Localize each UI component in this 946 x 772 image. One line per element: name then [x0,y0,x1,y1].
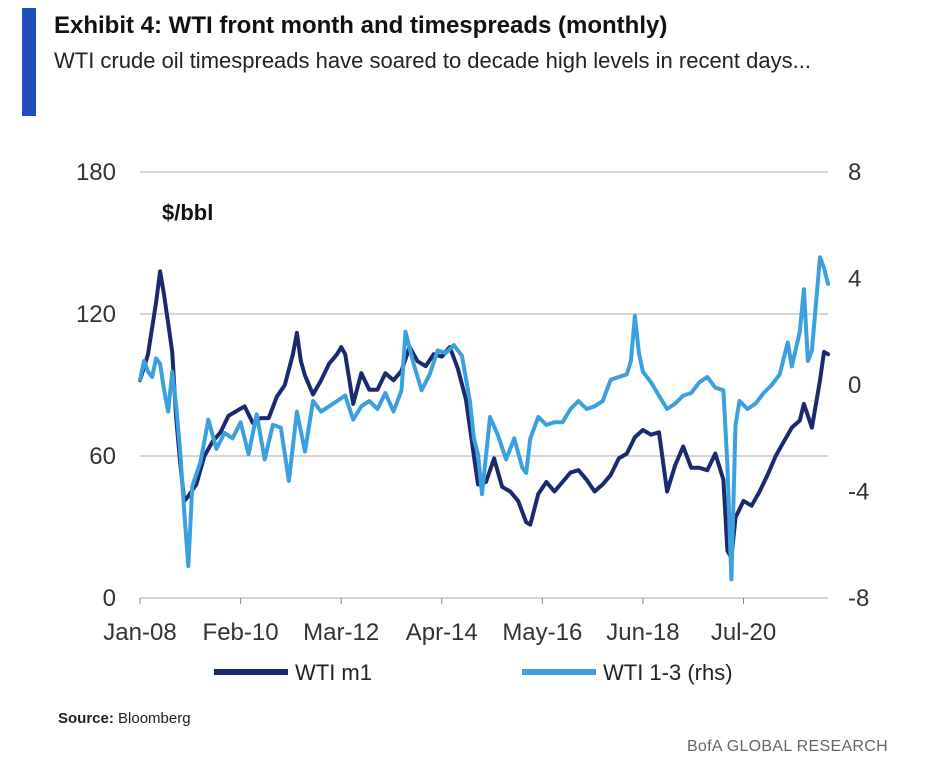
legend-label-spread: WTI 1-3 (rhs) [603,660,733,685]
source-value: Bloomberg [118,710,191,727]
right-tick-label: -4 [848,479,869,506]
x-tick-label: Apr-14 [406,619,478,646]
right-tick-label: 8 [848,159,861,186]
left-tick-label: 120 [76,301,116,328]
x-tick-label: Jul-20 [711,619,776,646]
right-tick-label: 0 [848,372,861,399]
accent-bar [22,8,36,116]
right-tick-label: 4 [848,266,861,293]
x-tick-label: Jan-08 [103,619,176,646]
chart: 0 60 120 180 -8 -4 0 4 8 Jan-08 Feb-10 Mar-12 Apr-… [76,159,869,685]
legend-label-m1: WTI m1 [295,660,372,685]
legend: WTI m1 WTI 1-3 (rhs) [214,660,733,685]
right-axis: -8 -4 0 4 8 [848,159,869,612]
x-axis: Jan-08 Feb-10 Mar-12 Apr-14 May-16 Jun-18 Jul-… [103,598,776,646]
left-axis: 0 60 120 180 [76,159,116,612]
x-tick-label: May-16 [502,619,582,646]
series-line-wti-1-3 [138,255,830,582]
unit-label: $/bbl [162,200,213,225]
left-tick-label: 60 [89,443,116,470]
left-tick-label: 0 [103,585,116,612]
x-tick-label: Feb-10 [203,619,279,646]
source-note: Source: Bloomberg [58,710,191,727]
chart-title: Exhibit 4: WTI front month and timesprea… [54,12,668,39]
x-tick-label: Jun-18 [606,619,679,646]
left-tick-label: 180 [76,159,116,186]
right-tick-label: -8 [848,585,869,612]
brand-footer: BofA GLOBAL RESEARCH [686,738,888,755]
plot-area [138,255,830,582]
series-line-wti-m1 [138,269,830,560]
chart-subtitle: WTI crude oil timespreads have soared to… [54,48,811,73]
source-label: Source: [58,710,114,727]
x-tick-label: Mar-12 [303,619,379,646]
